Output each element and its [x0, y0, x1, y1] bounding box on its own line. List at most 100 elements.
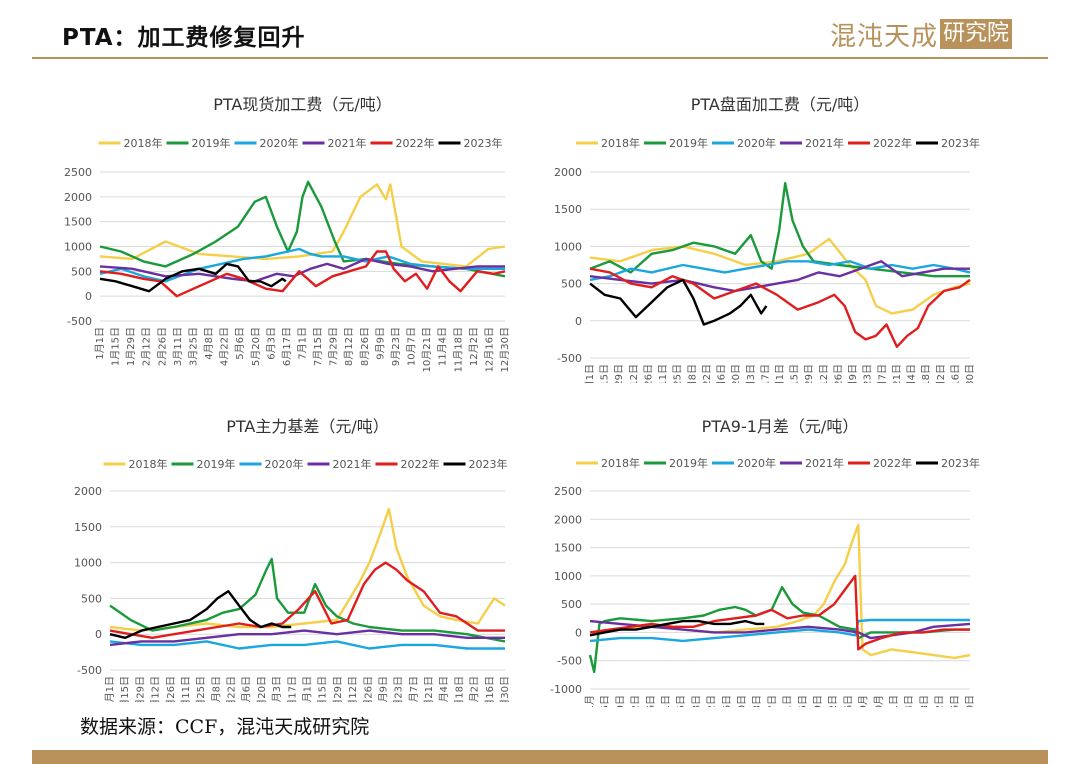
x-tick-label: 8月12日 [347, 676, 359, 702]
x-tick-label: 2月26日 [165, 676, 177, 702]
x-tick-label: 5月20日 [256, 676, 268, 702]
x-tick-label: 7月1日 [297, 327, 309, 360]
x-tick-label: 12月30日 [964, 364, 976, 383]
x-tick-label: 1月1日 [584, 364, 596, 383]
x-tick-label: 2月12日 [141, 327, 153, 366]
series-line [589, 619, 765, 637]
x-tick-label: 8月12日 [818, 364, 830, 383]
x-tick-label: 5月20日 [250, 327, 262, 366]
x-tick-label: 2月12日 [630, 695, 642, 707]
x-tick-label: 12月30日 [964, 695, 976, 707]
legend-label: 2021年 [805, 456, 844, 470]
x-tick-label: 1月 [584, 695, 596, 707]
chart-title: PTA现货加工费（元/吨） [213, 95, 392, 114]
y-tick-label: 2000 [554, 513, 582, 526]
chart-title: PTA盘面加工费（元/吨） [691, 95, 870, 114]
legend-label: 2020年 [737, 136, 776, 150]
x-tick-label: 7月29日 [812, 695, 824, 707]
x-tick-label: 11月4日 [906, 364, 918, 383]
x-tick-label: 10月 [873, 695, 885, 707]
series-line [99, 180, 506, 278]
x-tick-label: 1月29日 [134, 676, 146, 702]
x-tick-label: 7月29日 [803, 364, 815, 383]
legend-label: 2023年 [469, 457, 508, 471]
source-note: 数据来源：CCF，混沌天成研究院 [80, 716, 370, 738]
x-tick-label: 4月22日 [219, 327, 231, 366]
x-tick-label: 9月 [858, 695, 870, 707]
x-tick-label: 7月29日 [332, 676, 344, 702]
x-tick-label: 1月29日 [125, 327, 137, 366]
y-tick-label: -1000 [550, 683, 582, 696]
x-tick-label: 12月16日 [484, 676, 496, 702]
series-line [99, 247, 505, 283]
logo-text-main: 混沌天成 [830, 21, 939, 52]
x-tick-label: 8月12日 [343, 327, 355, 366]
x-tick-label: 2月12日 [628, 364, 640, 383]
x-tick-label: 11月18日 [452, 327, 464, 372]
company-logo: 混沌天成 研究院 [830, 16, 1013, 52]
series-line [589, 574, 970, 651]
x-tick-label: 12月16日 [949, 695, 961, 707]
x-tick-label: 10月7日 [408, 676, 420, 702]
x-tick-label: 8月12日 [827, 695, 839, 707]
x-tick-label: 1月1日 [104, 676, 116, 702]
series-line [99, 250, 506, 298]
x-tick-label: 12月2日 [469, 676, 481, 702]
x-tick-label: 11月18日 [453, 676, 465, 702]
x-tick-label: 4月8日 [690, 695, 702, 707]
x-tick-label: 8月26日 [832, 364, 844, 383]
x-tick-label: 7月29日 [328, 327, 340, 366]
x-tick-label: 7月1日 [782, 695, 794, 707]
series-line [589, 278, 768, 326]
x-tick-label: 3月25日 [675, 695, 687, 707]
x-tick-label: 5月20日 [730, 364, 742, 383]
legend-label: 2022年 [873, 136, 912, 150]
y-tick-label: 0 [575, 315, 582, 328]
x-tick-label: 11月4日 [437, 327, 449, 366]
x-tick-label: 11月18日 [918, 695, 930, 707]
x-tick-label: 3月11日 [657, 364, 669, 383]
x-tick-label: 4月8日 [210, 676, 222, 702]
legend-label: 2021年 [805, 136, 844, 150]
x-tick-label: 6月3日 [745, 364, 757, 383]
x-tick-label: 1月29日 [613, 364, 625, 383]
x-tick-label: 6月3日 [751, 695, 763, 707]
legend-label: 2023年 [941, 136, 980, 150]
series-line [589, 260, 970, 293]
x-tick-label: 12月2日 [468, 327, 480, 366]
legend-label: 2018年 [601, 456, 640, 470]
x-tick-label: 2月26日 [642, 364, 654, 383]
legend-label: 2018年 [601, 136, 640, 150]
x-tick-label: 12月16日 [483, 327, 495, 372]
legend-label: 2022年 [396, 136, 435, 150]
legend-label: 2019年 [197, 457, 236, 471]
x-tick-label: 1月1日 [94, 327, 106, 360]
x-tick-label: 4月22日 [701, 364, 713, 383]
x-tick-label: 7月15日 [312, 327, 324, 366]
x-tick-label: 4月22日 [706, 695, 718, 707]
legend-label: 2022年 [873, 456, 912, 470]
x-tick-label: 10月21日 [423, 676, 435, 702]
legend-label: 2018年 [129, 457, 168, 471]
x-tick-label: 8月26日 [359, 327, 371, 366]
legend-label: 2019年 [669, 136, 708, 150]
x-tick-label: 9月23日 [393, 676, 405, 702]
x-tick-label: 10月7日 [876, 364, 888, 383]
y-tick-label: 0 [575, 626, 582, 639]
series-line [109, 629, 505, 647]
legend-label: 2020年 [260, 136, 299, 150]
x-tick-label: 2月12日 [150, 676, 162, 702]
series-line [589, 260, 971, 282]
y-tick-label: 500 [561, 598, 582, 611]
x-tick-label: 5月20日 [736, 695, 748, 707]
legend-label: 2021年 [333, 457, 372, 471]
y-tick-label: 500 [81, 592, 102, 605]
legend-label: 2023年 [464, 136, 503, 150]
series-line [99, 183, 506, 268]
y-tick-label: 0 [95, 628, 102, 641]
x-tick-label: 1月15日 [119, 676, 131, 702]
x-tick-label: 3月25日 [187, 327, 199, 366]
x-tick-label: 8月26日 [362, 676, 374, 702]
y-tick-label: 500 [71, 265, 92, 278]
y-tick-label: 2500 [64, 166, 92, 179]
